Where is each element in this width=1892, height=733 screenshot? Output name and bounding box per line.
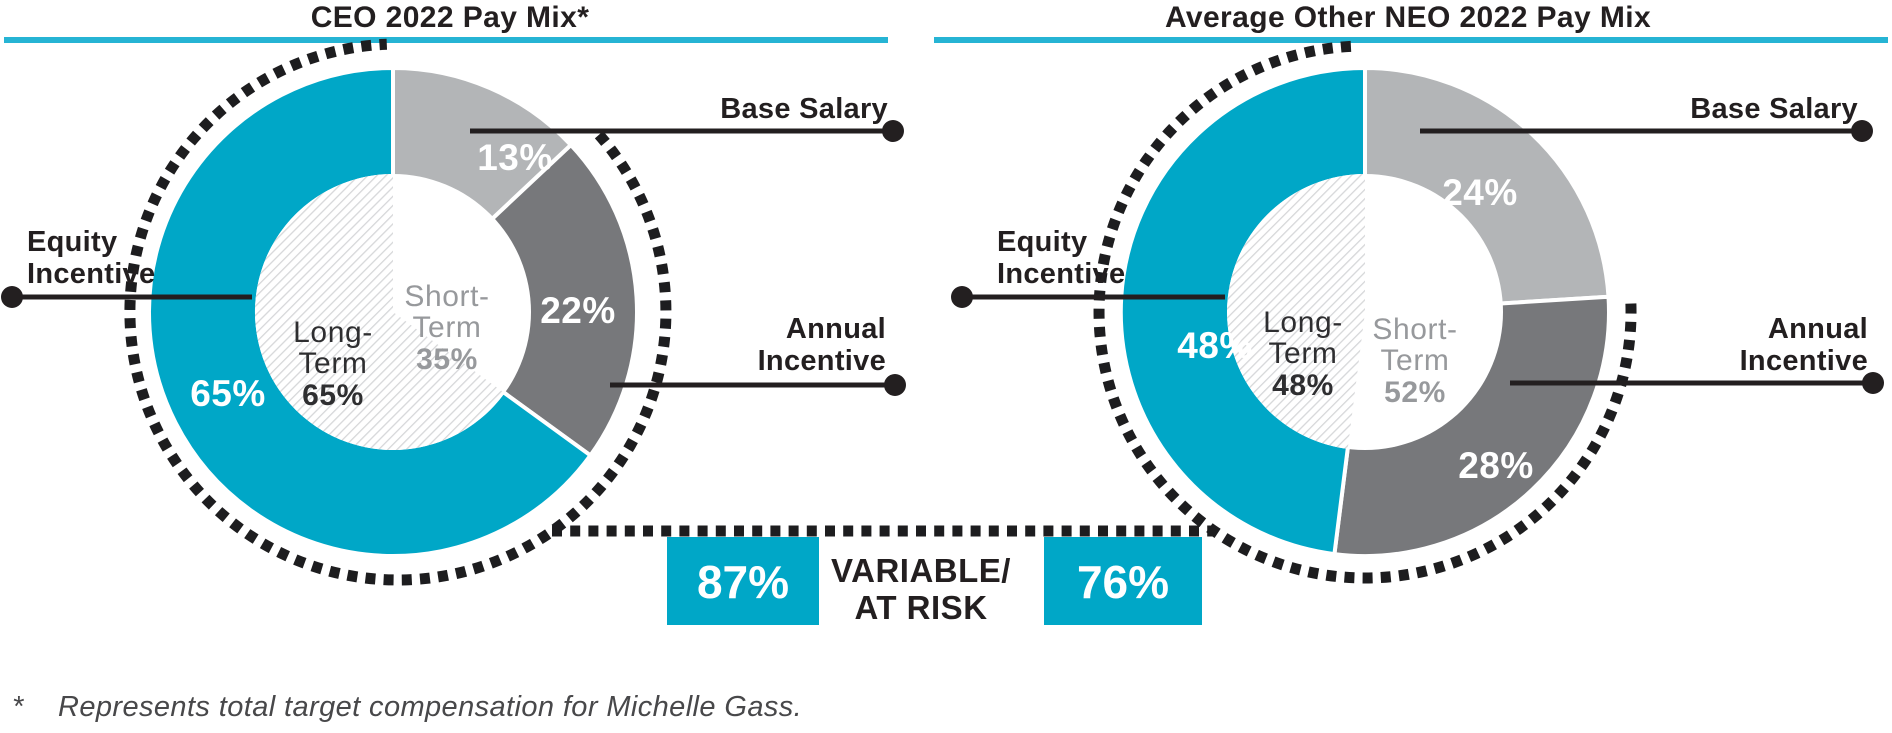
ceo-donut (124, 38, 672, 586)
variable-at-risk-label-line1: VARIABLE/ (831, 552, 1011, 589)
footnote-marker: * (12, 691, 25, 723)
annual-incentive-callout-line1: Annual (1768, 313, 1868, 345)
short-term-label-line1: Short- (404, 280, 489, 313)
annual-incentive-leader-dot (884, 374, 906, 396)
at-risk-banner: 87% 76% VARIABLE/ AT RISK (667, 537, 1202, 626)
annual-incentive-pct-label: 28% (1458, 445, 1534, 486)
long-term-pct: 65% (302, 379, 364, 412)
annual-incentive-leader-dot (1862, 372, 1884, 394)
long-term-label-line2: Term (1268, 337, 1337, 370)
base-salary-pct-label: 24% (1442, 172, 1518, 213)
short-term-label-line2: Term (1380, 344, 1449, 377)
annual-incentive-pct-label: 22% (540, 290, 616, 331)
neo-donut (1093, 40, 1637, 584)
ceo-at-risk-box (667, 537, 819, 625)
annual-incentive-callout-line2: Incentive (758, 345, 886, 377)
base-salary-leader-dot (882, 120, 904, 142)
base-salary-leader-dot (1851, 120, 1873, 142)
equity-incentive-pct-label: 65% (190, 373, 266, 414)
at-risk-dotted-arc (1093, 40, 1637, 584)
neo-chart: 24% 28% 48% Long- Term 48% Short- Term 5… (951, 93, 1884, 486)
long-term-hatched-wedge (254, 173, 505, 450)
equity-incentive-callout-line1: Equity (997, 226, 1087, 258)
neo-chart-title: Average Other NEO 2022 Pay Mix (1165, 1, 1651, 34)
short-term-pct: 35% (416, 343, 478, 376)
base-salary-callout: Base Salary (1690, 93, 1858, 125)
neo-at-risk-box (1044, 537, 1202, 625)
ceo-chart: 13% 22% 65% Long- Term 65% Short- Term 3… (1, 93, 906, 414)
variable-at-risk-label-line2: AT RISK (854, 589, 987, 626)
footnote: * Represents total target compensation f… (12, 691, 802, 723)
ceo-title-rule (4, 37, 888, 43)
long-term-label-line1: Long- (293, 316, 373, 349)
long-term-label-line1: Long- (1263, 306, 1343, 339)
footnote-text: Represents total target compensation for… (58, 691, 802, 723)
short-term-pct: 52% (1384, 376, 1446, 409)
long-term-pct: 48% (1272, 369, 1334, 402)
equity-incentive-callout-line1: Equity (27, 226, 117, 258)
short-term-label-line1: Short- (1372, 313, 1457, 346)
base-salary-callout: Base Salary (720, 93, 888, 125)
ceo-at-risk-pct: 87% (697, 556, 789, 608)
neo-at-risk-pct: 76% (1077, 556, 1169, 608)
base-salary-pct-label: 13% (477, 137, 553, 178)
long-term-hatched-wedge (1227, 174, 1365, 449)
equity-incentive-leader-dot (1, 286, 23, 308)
equity-incentive-callout-line2: Incentive (27, 258, 155, 290)
long-term-label-line2: Term (298, 347, 367, 380)
annual-incentive-callout-line1: Annual (786, 313, 886, 345)
equity-incentive-leader-dot (951, 286, 973, 308)
ceo-chart-title: CEO 2022 Pay Mix* (311, 1, 590, 34)
neo-title-rule (934, 37, 1888, 43)
annual-incentive-callout-line2: Incentive (1740, 345, 1868, 377)
equity-incentive-callout-line2: Incentive (997, 258, 1125, 290)
equity-incentive-pct-label: 48% (1177, 325, 1253, 366)
short-term-label-line2: Term (412, 311, 481, 344)
